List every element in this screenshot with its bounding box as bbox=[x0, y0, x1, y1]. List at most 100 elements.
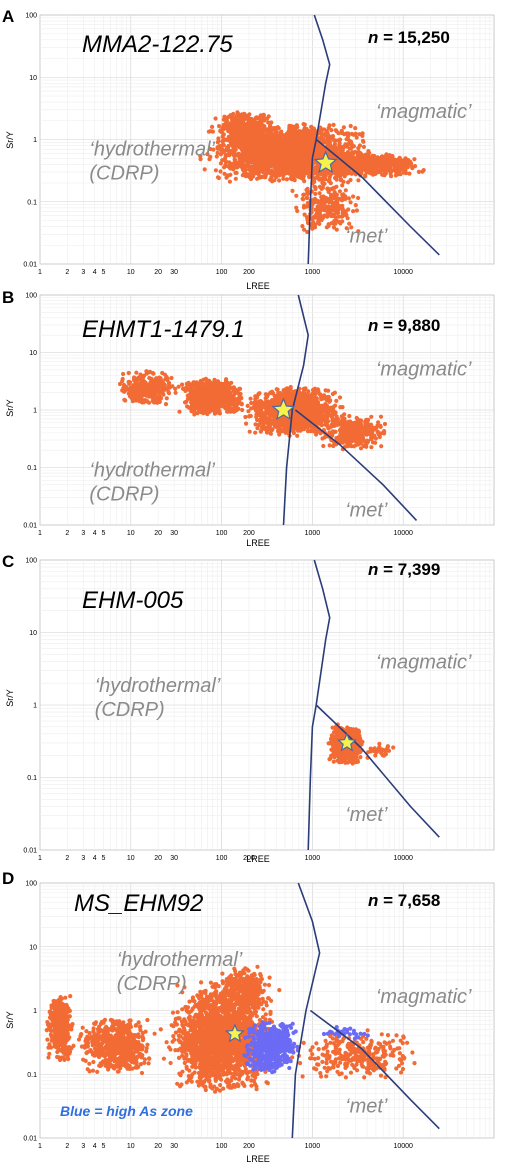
data-point bbox=[228, 180, 232, 184]
data-point bbox=[239, 134, 243, 138]
data-point bbox=[316, 219, 320, 223]
data-point bbox=[335, 166, 339, 170]
data-point bbox=[267, 160, 271, 164]
data-point bbox=[235, 171, 239, 175]
x-tick-label: 5 bbox=[102, 530, 106, 537]
data-point bbox=[337, 220, 341, 224]
x-tick-label: 1 bbox=[38, 269, 42, 276]
data-point bbox=[207, 130, 211, 134]
data-point bbox=[191, 382, 195, 386]
data-point bbox=[351, 209, 355, 213]
data-point bbox=[167, 384, 171, 388]
data-point bbox=[145, 399, 149, 403]
data-point bbox=[401, 162, 405, 166]
data-point bbox=[248, 159, 252, 163]
data-point bbox=[358, 143, 362, 147]
x-tick-label: 20 bbox=[154, 530, 162, 537]
data-point bbox=[234, 165, 238, 169]
data-point bbox=[215, 154, 219, 158]
data-point bbox=[384, 165, 388, 169]
data-point bbox=[336, 215, 340, 219]
data-point bbox=[315, 199, 319, 203]
data-point bbox=[227, 165, 231, 169]
data-point bbox=[250, 173, 254, 177]
data-point bbox=[380, 163, 384, 167]
data-point bbox=[327, 126, 331, 130]
y-tick-label: 0.01 bbox=[23, 523, 37, 530]
data-point bbox=[349, 124, 353, 128]
data-point bbox=[289, 176, 293, 180]
data-point bbox=[365, 162, 369, 166]
data-point bbox=[165, 396, 169, 400]
data-point bbox=[301, 129, 305, 133]
data-point bbox=[249, 397, 253, 401]
data-point bbox=[301, 167, 305, 171]
data-point bbox=[270, 179, 274, 183]
data-point bbox=[378, 156, 382, 160]
data-point bbox=[226, 138, 230, 142]
data-point bbox=[332, 214, 336, 218]
data-point bbox=[294, 206, 298, 210]
data-point bbox=[151, 371, 155, 375]
data-point bbox=[200, 393, 204, 397]
data-point bbox=[294, 145, 298, 149]
panel-a-letter: A bbox=[2, 7, 14, 26]
data-point bbox=[318, 209, 322, 213]
x-tick-label: 5 bbox=[102, 269, 106, 276]
data-point bbox=[319, 129, 323, 133]
data-point bbox=[240, 157, 244, 161]
data-point bbox=[306, 192, 310, 196]
data-point bbox=[246, 404, 250, 408]
data-point bbox=[142, 384, 146, 388]
data-point bbox=[231, 120, 235, 124]
data-point bbox=[192, 399, 196, 403]
data-point bbox=[224, 121, 228, 125]
data-point bbox=[262, 118, 266, 122]
data-point bbox=[218, 169, 222, 173]
data-point bbox=[354, 203, 358, 207]
data-point bbox=[243, 137, 247, 141]
data-point bbox=[268, 137, 272, 141]
data-point bbox=[218, 384, 222, 388]
data-point bbox=[394, 162, 398, 166]
data-point bbox=[131, 383, 135, 387]
data-point bbox=[221, 140, 225, 144]
data-point bbox=[199, 379, 203, 383]
data-point bbox=[216, 139, 220, 143]
data-point bbox=[210, 125, 214, 129]
data-point bbox=[225, 388, 229, 392]
data-point bbox=[265, 155, 269, 159]
data-point bbox=[242, 116, 246, 120]
data-point bbox=[261, 151, 265, 155]
data-point bbox=[328, 140, 332, 144]
data-point bbox=[312, 180, 316, 184]
data-point bbox=[127, 392, 131, 396]
data-point bbox=[125, 388, 129, 392]
x-tick-label: 100 bbox=[216, 269, 228, 276]
data-point bbox=[348, 146, 352, 150]
data-point bbox=[223, 157, 227, 161]
data-point bbox=[307, 153, 311, 157]
data-point bbox=[195, 387, 199, 391]
panel-a-count: n = 15,250 bbox=[368, 28, 450, 47]
data-point bbox=[303, 213, 307, 217]
data-point bbox=[262, 166, 266, 170]
data-point bbox=[195, 406, 199, 410]
data-point bbox=[266, 167, 270, 171]
data-point bbox=[350, 150, 354, 154]
data-point bbox=[256, 131, 260, 135]
data-point bbox=[276, 141, 280, 145]
x-tick-label: 3 bbox=[81, 269, 85, 276]
data-point bbox=[313, 176, 317, 180]
data-point bbox=[233, 403, 237, 407]
data-point bbox=[323, 213, 327, 217]
data-point bbox=[356, 178, 360, 182]
x-tick-label: 4 bbox=[93, 269, 97, 276]
data-point bbox=[356, 153, 360, 157]
data-point bbox=[181, 387, 185, 391]
data-point bbox=[154, 394, 158, 398]
data-point bbox=[313, 192, 317, 196]
x-tick-label: 2 bbox=[65, 269, 69, 276]
data-point bbox=[137, 397, 141, 401]
data-point bbox=[342, 144, 346, 148]
